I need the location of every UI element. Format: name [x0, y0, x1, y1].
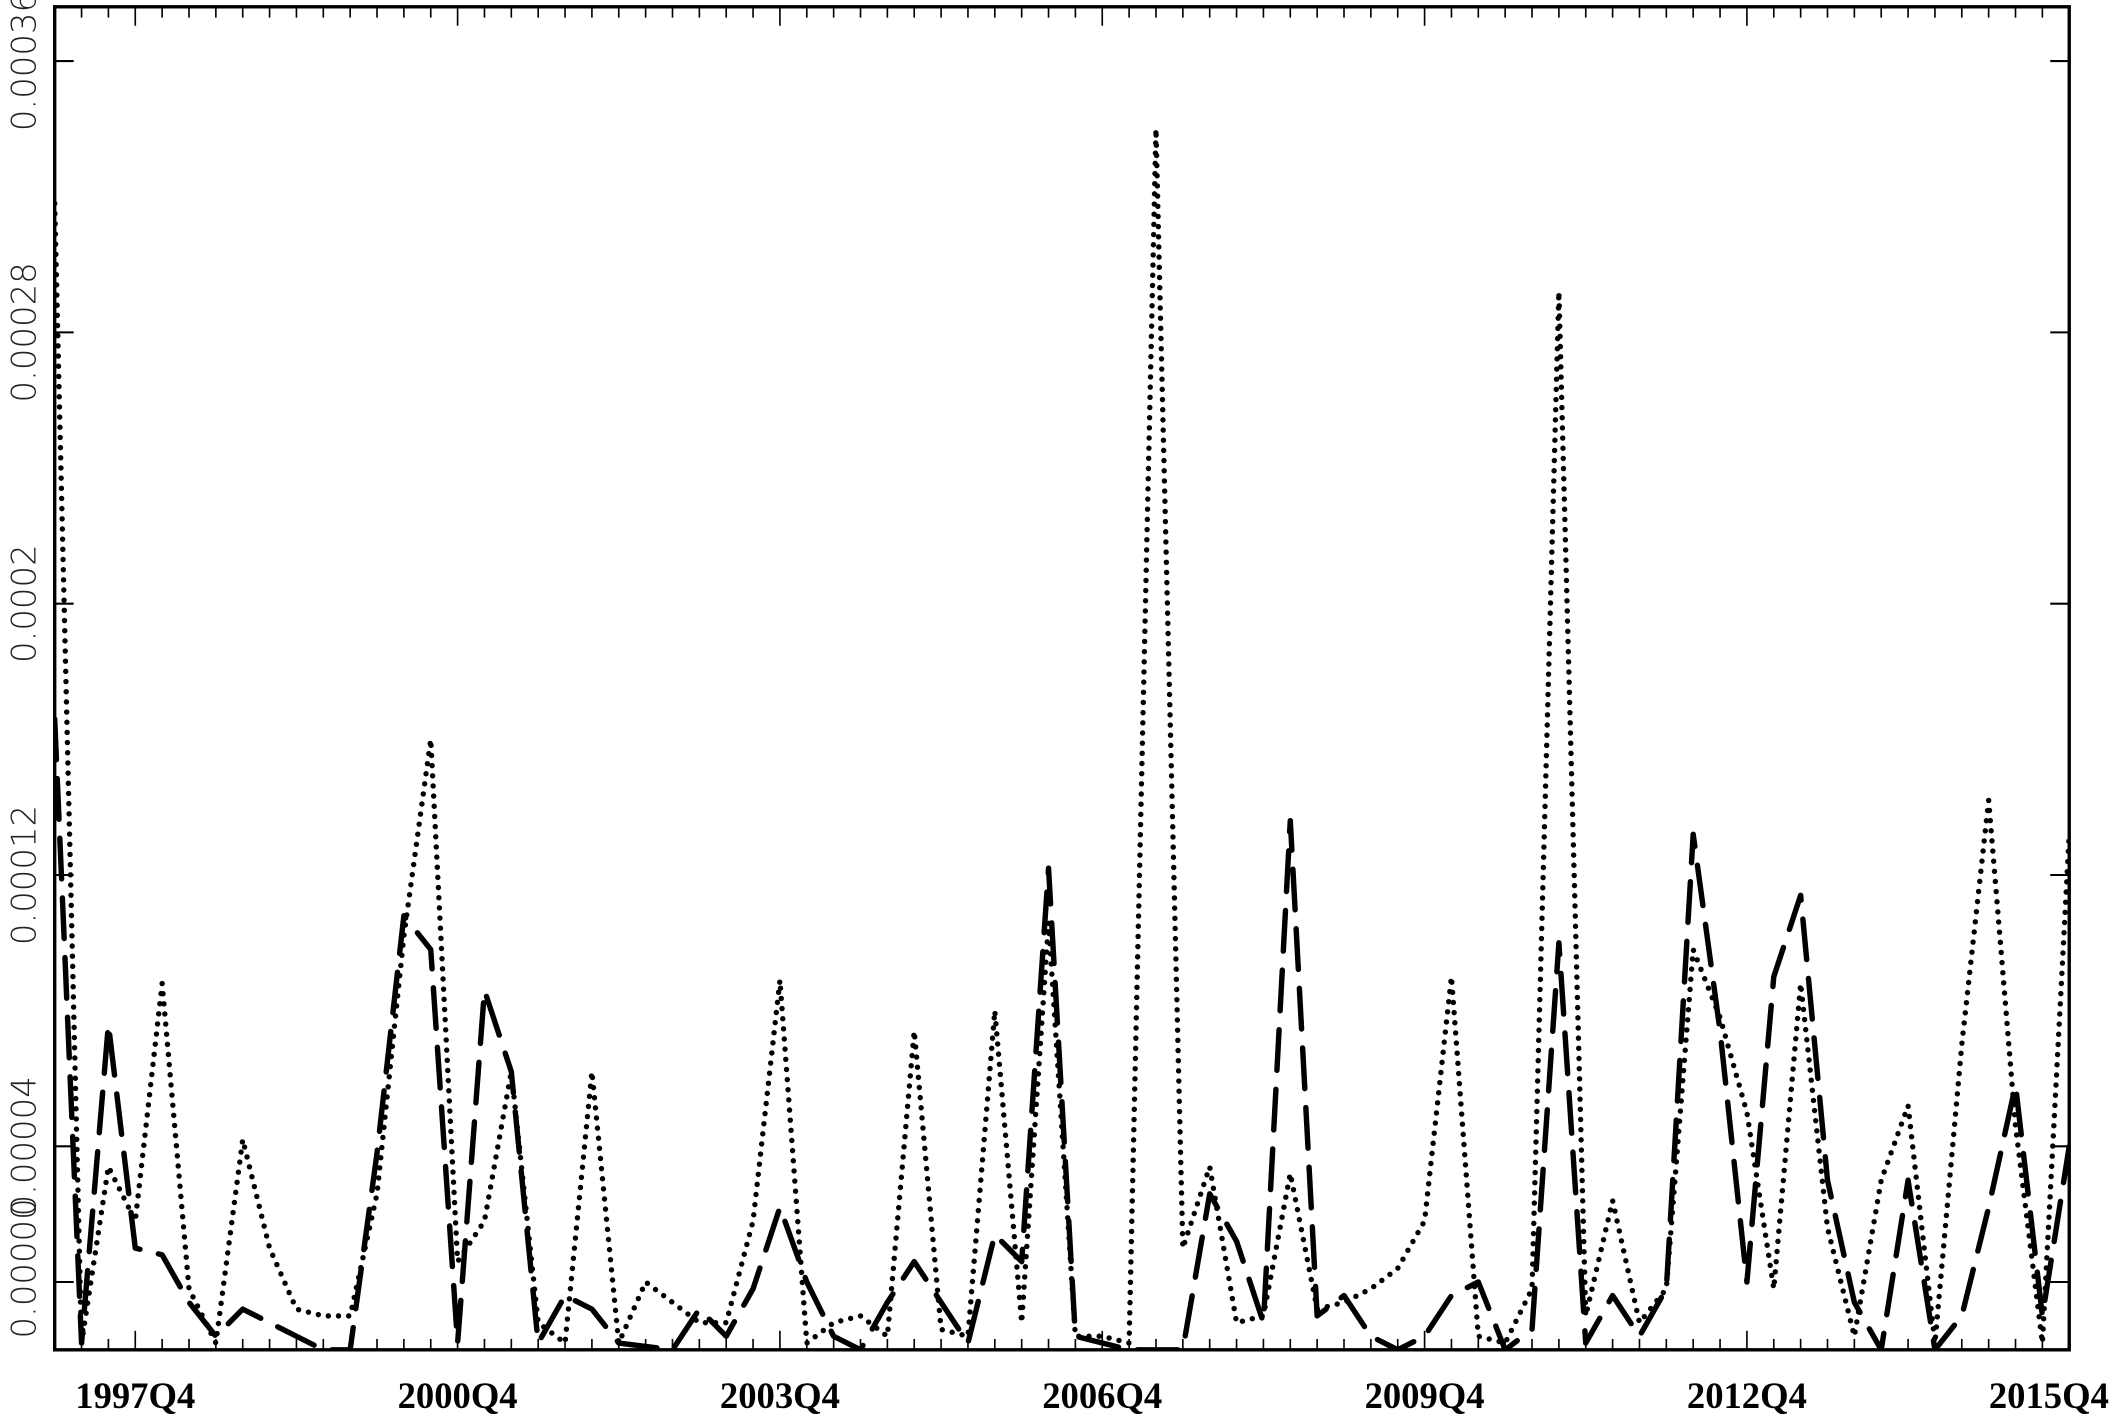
- y-tick-label: 0.00012: [5, 805, 44, 945]
- y-tick-label: 0.00000: [5, 1198, 44, 1338]
- y-tick-label: 0.0002: [5, 544, 44, 663]
- y-tick-label: 0.00028: [5, 262, 44, 402]
- series-line: [54, 126, 2070, 1346]
- y-tick-label: 0.00004: [5, 1076, 44, 1216]
- x-tick-label: 2006Q4: [1042, 1375, 1162, 1416]
- x-tick-label: 2015Q4: [1989, 1375, 2109, 1416]
- plot-frame: [52, 5, 2071, 1352]
- x-tick-label: 2009Q4: [1365, 1375, 1485, 1416]
- x-tick-label: 1997Q4: [75, 1375, 195, 1416]
- x-tick-label: 2000Q4: [398, 1375, 518, 1416]
- series-line: [54, 716, 2070, 1350]
- x-tick-label: 2012Q4: [1687, 1375, 1807, 1416]
- x-tick-label: 2003Q4: [720, 1375, 840, 1416]
- y-tick-label: 0.00036: [5, 0, 44, 131]
- plot-area: [54, 126, 2070, 1350]
